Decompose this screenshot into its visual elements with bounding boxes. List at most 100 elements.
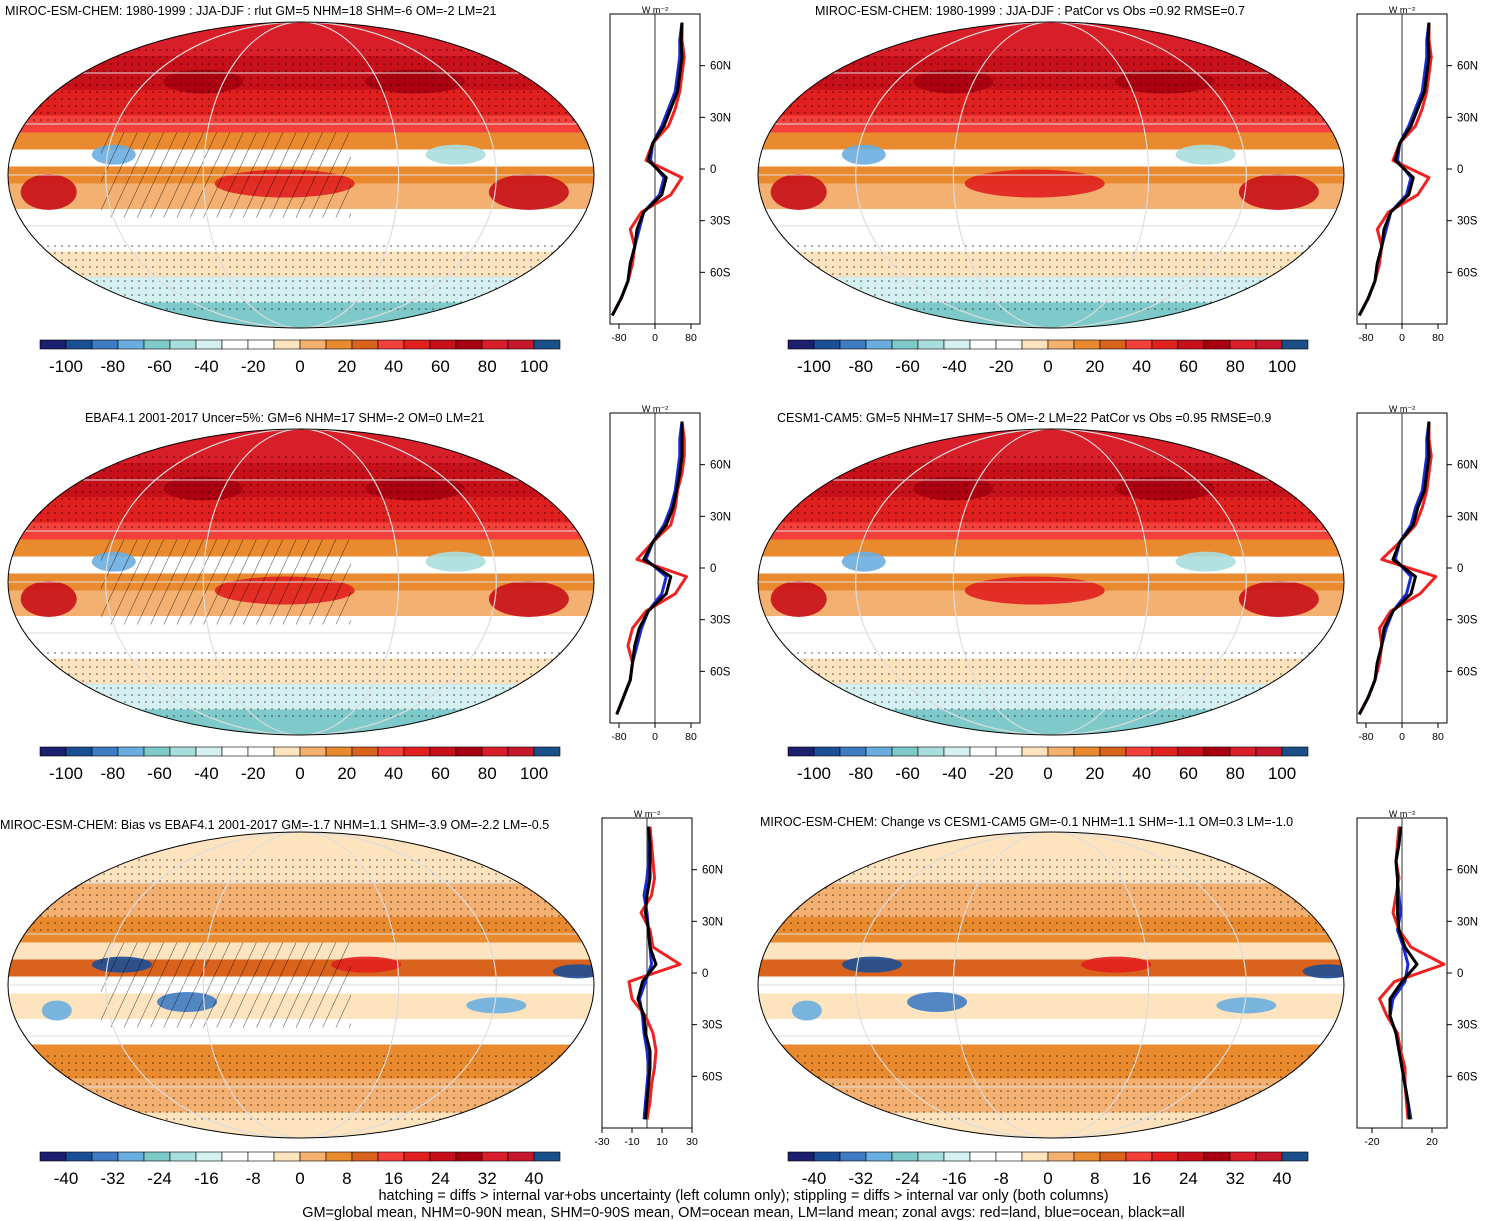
map-border	[7, 21, 595, 329]
zonal-units: W m⁻²	[642, 405, 668, 414]
colorbar-box-9	[273, 1151, 301, 1162]
field-feature-1	[488, 581, 569, 617]
colorbar-box-11	[1073, 1151, 1101, 1162]
colorbar-box-8	[995, 1151, 1023, 1162]
field-feature-5	[41, 1000, 72, 1021]
map-border	[757, 831, 1345, 1139]
colorbar-box-10	[299, 1151, 327, 1162]
graticule-lon	[105, 22, 497, 328]
field-feature-1	[488, 174, 569, 210]
x-tick-label: 10	[656, 1136, 668, 1148]
lat-tick-label: 60S	[1457, 1071, 1478, 1083]
colorbar-box-14	[1151, 746, 1179, 757]
colorbar-box-6	[195, 339, 223, 350]
graticule-lon	[202, 832, 400, 1138]
colorbar-box-11	[325, 1151, 353, 1162]
colorbar-p4: -100 -80 -60 -40 -20 0 20 40 60 80 100	[787, 746, 1309, 783]
zonal-units: W m⁻²	[1389, 6, 1415, 15]
x-tick-label: 20	[1426, 1136, 1438, 1148]
lat-tick-label: 60N	[1457, 61, 1478, 73]
colorbar-box-5	[917, 1151, 945, 1162]
colorbar-box-7	[969, 1151, 997, 1162]
colorbar-box-0	[787, 339, 815, 350]
colorbar-label: -60	[895, 357, 920, 376]
zonal-line-all	[1388, 826, 1419, 1120]
colorbar-box-7	[221, 1151, 249, 1162]
stippling-north	[758, 454, 1344, 531]
colorbar-p3: -100 -80 -60 -40 -20 0 20 40 60 80 100	[39, 746, 561, 783]
graticule-lon	[105, 429, 497, 735]
x-tick-label: 30	[686, 1136, 698, 1148]
lat-tick-label: 60N	[710, 460, 731, 472]
zonal-plot-p3: W m⁻² 60N 30N 0 30S 60S -80 0 80	[609, 405, 731, 743]
x-tick-label: -20	[1364, 1136, 1379, 1148]
colorbar-box-7	[969, 339, 997, 350]
colorbar-box-13	[1125, 339, 1153, 350]
colorbar-box-12	[1099, 339, 1127, 350]
colorbar-label: 100	[520, 357, 548, 376]
colorbar-label: -80	[849, 357, 874, 376]
colorbar-label: -8	[994, 1169, 1009, 1188]
lat-tick-label: 30S	[1457, 615, 1478, 627]
colorbar-box-16	[455, 746, 483, 757]
zonal-line-all	[610, 22, 684, 317]
colorbar-box-19	[533, 1151, 561, 1162]
colorbar-box-14	[403, 1151, 431, 1162]
zonal-line-land	[1378, 826, 1446, 1120]
lat-tick-label: 30N	[1457, 916, 1478, 928]
colorbar-label: -40	[194, 764, 219, 783]
colorbar-label: 16	[384, 1169, 403, 1188]
colorbar-box-17	[1229, 1151, 1257, 1162]
stippling-north	[8, 857, 594, 934]
colorbar-box-15	[1177, 339, 1205, 350]
field-feature-2	[964, 576, 1105, 605]
colorbar-box-18	[507, 746, 535, 757]
colorbar-label: 0	[1043, 357, 1052, 376]
colorbar-label: 60	[431, 357, 450, 376]
colorbar-box-17	[481, 746, 509, 757]
colorbar-box-14	[1151, 339, 1179, 350]
colorbar-box-8	[995, 339, 1023, 350]
colorbar-label: -40	[942, 357, 967, 376]
colorbar-label: 32	[478, 1169, 497, 1188]
lat-tick-label: 0	[1457, 164, 1463, 176]
colorbar-label: 20	[337, 764, 356, 783]
colorbar-label: 100	[1268, 357, 1296, 376]
lat-band-4	[758, 539, 1344, 557]
colorbar-p5: -40 -32 -24 -16 -8 0 8 16 24 32 40	[39, 1151, 561, 1188]
colorbar-box-13	[377, 1151, 405, 1162]
colorbar-box-6	[195, 746, 223, 757]
map-panel-p2	[757, 21, 1345, 329]
colorbar-label: -80	[849, 764, 874, 783]
field-feature-2	[907, 992, 968, 1012]
colorbar-label: -40	[54, 1169, 79, 1188]
field-feature-0	[841, 956, 902, 973]
colorbar-label: 80	[1226, 357, 1245, 376]
colorbar-box-8	[247, 746, 275, 757]
stippling-north	[8, 454, 594, 531]
colorbar-box-4	[891, 339, 919, 350]
panel-title-p1: MIROC-ESM-CHEM: 1980-1999 : JJA-DJF : rl…	[5, 4, 497, 18]
colorbar-box-12	[351, 1151, 379, 1162]
colorbar-label: -16	[942, 1169, 967, 1188]
lat-tick-label: 30S	[710, 216, 731, 228]
lat-tick-label: 30N	[710, 511, 731, 523]
colorbar-box-2	[91, 339, 119, 350]
field-feature-4	[1175, 144, 1236, 165]
colorbar-box-19	[1281, 1151, 1309, 1162]
map-panel-p5	[7, 831, 595, 1139]
colorbar-box-15	[429, 339, 457, 350]
colorbar-box-9	[1021, 746, 1049, 757]
colorbar-box-12	[351, 339, 379, 350]
colorbar-label: -20	[989, 764, 1014, 783]
colorbar-box-19	[1281, 339, 1309, 350]
colorbar-box-5	[917, 339, 945, 350]
x-tick-label: -80	[1358, 332, 1373, 344]
colorbar-box-8	[247, 1151, 275, 1162]
colorbar-box-3	[117, 1151, 145, 1162]
colorbar-label: -100	[797, 357, 831, 376]
lat-tick-label: 30S	[702, 1020, 723, 1032]
lat-tick-label: 60S	[710, 267, 731, 279]
colorbar-box-17	[1229, 746, 1257, 757]
colorbar-label: 0	[295, 764, 304, 783]
